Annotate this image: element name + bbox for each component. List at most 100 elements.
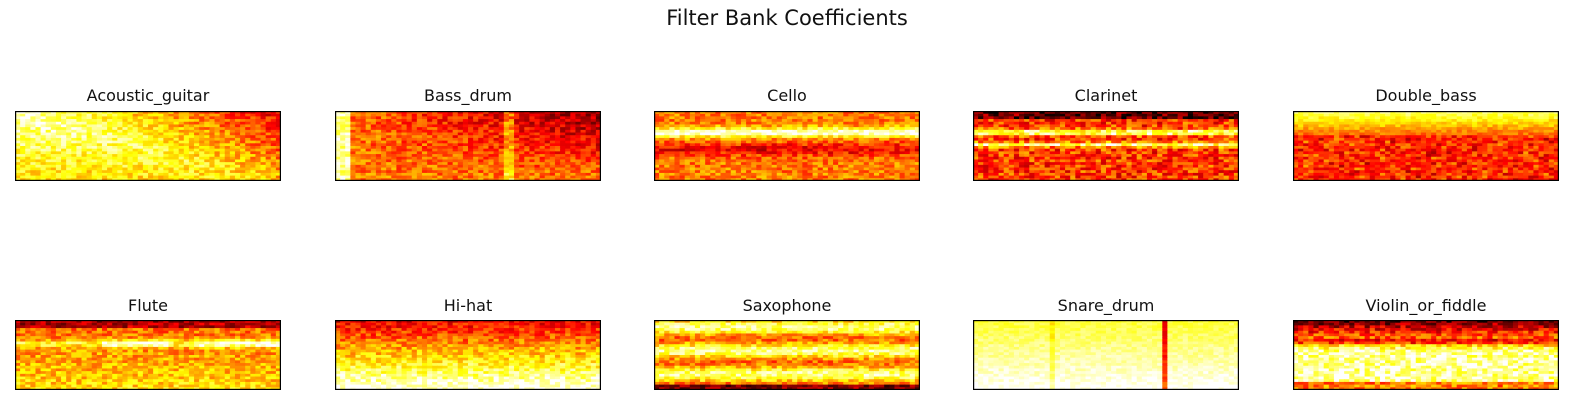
heatmap-cell	[355, 146, 362, 150]
heatmap-cell	[86, 124, 93, 128]
heatmap-cell	[1228, 119, 1235, 123]
heatmap-cell	[468, 156, 474, 161]
heatmap-cell	[468, 132, 474, 136]
heatmap-cell	[468, 113, 474, 117]
heatmap-cell	[993, 137, 1000, 142]
heatmap-cell	[1198, 121, 1204, 126]
heatmap-cell	[365, 148, 372, 152]
heatmap-cell	[127, 148, 134, 152]
heatmap-cell	[817, 151, 824, 155]
heatmap-cell	[524, 119, 530, 123]
heatmap-cell	[153, 132, 159, 136]
heatmap-cell	[761, 156, 768, 161]
heatmap-cell	[534, 113, 541, 117]
heatmap-cell	[265, 159, 272, 163]
heatmap-cell	[360, 132, 367, 136]
heatmap-cell	[107, 175, 113, 179]
heatmap-cell	[781, 132, 788, 136]
heatmap-cell	[751, 119, 757, 123]
heatmap-cell	[792, 156, 798, 161]
heatmap-cell	[442, 151, 449, 155]
heatmap-cell	[654, 121, 660, 126]
heatmap-cell	[112, 156, 118, 161]
heatmap-cell	[432, 164, 438, 169]
heatmap-cell	[1024, 129, 1030, 134]
heatmap-cell	[534, 154, 541, 158]
heatmap-cell	[751, 132, 757, 136]
heatmap-cell	[71, 127, 77, 131]
heatmap-cell	[45, 137, 52, 142]
heatmap-cell	[889, 170, 896, 174]
heatmap-cell	[909, 154, 916, 158]
heatmap-cell	[270, 156, 277, 161]
heatmap-cell	[432, 137, 438, 142]
heatmap-cell	[993, 127, 1000, 131]
heatmap-cell	[163, 143, 170, 147]
heatmap-cell	[894, 121, 901, 126]
heatmap-cell	[1044, 151, 1051, 155]
heatmap-cell	[1095, 151, 1102, 155]
heatmap-cell	[983, 156, 989, 161]
heatmap-cell	[756, 116, 763, 120]
heatmap-cell	[580, 111, 587, 115]
heatmap-cell	[91, 146, 98, 150]
heatmap-cell	[1029, 116, 1035, 120]
heatmap-cell	[40, 116, 47, 120]
heatmap-cell	[776, 132, 783, 136]
heatmap-cell	[781, 159, 788, 163]
heatmap-cell	[1059, 129, 1066, 134]
heatmap-cell	[590, 148, 597, 152]
heatmap-cell	[61, 167, 67, 171]
heatmap-cell	[524, 129, 530, 134]
heatmap-cell	[909, 137, 916, 142]
heatmap-cell	[1049, 154, 1056, 158]
heatmap-cell	[345, 113, 351, 117]
heatmap-cell	[416, 172, 423, 177]
heatmap-cell	[894, 156, 901, 161]
heatmap-cell	[899, 159, 906, 163]
heatmap-cell	[234, 162, 241, 166]
heatmap-cell	[488, 116, 495, 120]
heatmap-cell	[437, 170, 444, 174]
heatmap-cell	[700, 113, 706, 117]
heatmap-cell	[396, 135, 403, 139]
heatmap-cell	[204, 167, 210, 171]
heatmap-cell	[493, 164, 500, 169]
heatmap-cell	[498, 146, 505, 150]
heatmap-cell	[391, 113, 397, 117]
heatmap-cell	[725, 159, 732, 163]
heatmap-cell	[122, 148, 129, 152]
heatmap-cell	[565, 175, 571, 179]
heatmap-cell	[539, 119, 546, 123]
heatmap-cell	[421, 146, 428, 150]
heatmap-cell	[807, 178, 814, 181]
heatmap-cell	[730, 132, 737, 136]
heatmap-cell	[370, 178, 377, 181]
heatmap-cell	[219, 113, 226, 117]
heatmap-cell	[1059, 137, 1066, 142]
heatmap-cell	[983, 137, 989, 142]
heatmap-cell	[1187, 116, 1194, 120]
heatmap-cell	[1187, 143, 1194, 147]
heatmap-cell	[720, 170, 727, 174]
heatmap-cell	[214, 116, 221, 120]
heatmap-image	[15, 111, 281, 181]
heatmap-cell	[725, 143, 732, 147]
heatmap-cell	[107, 162, 113, 166]
heatmap-cell	[1019, 137, 1025, 142]
heatmap-cell	[674, 146, 681, 150]
heatmap-cell	[163, 162, 170, 166]
heatmap-cell	[544, 172, 551, 177]
heatmap-cell	[1121, 127, 1128, 131]
heatmap-cell	[1059, 146, 1066, 150]
heatmap-cell	[797, 159, 803, 163]
heatmap-cell	[229, 156, 236, 161]
heatmap-cell	[787, 127, 793, 131]
heatmap-cell	[1203, 154, 1209, 158]
heatmap-cell	[437, 154, 444, 158]
heatmap-cell	[137, 116, 144, 120]
heatmap-cell	[442, 143, 449, 147]
heatmap-cell	[705, 172, 711, 177]
heatmap-cell	[529, 116, 536, 120]
heatmap-cell	[735, 127, 742, 131]
